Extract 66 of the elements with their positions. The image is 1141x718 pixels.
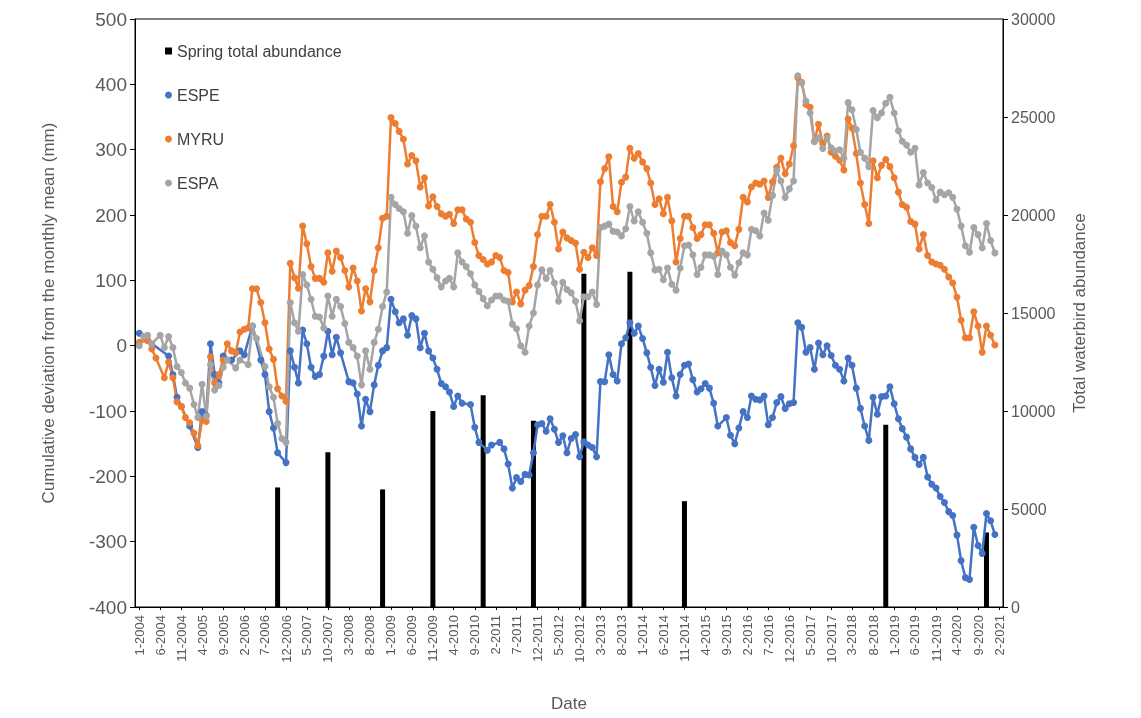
y-tick-label: -400 <box>88 596 127 618</box>
x-axis-title: Date <box>551 694 587 713</box>
x-tick-label: 10-2012 <box>572 615 588 663</box>
y-tick-label: 0 <box>116 335 127 357</box>
x-tick-label: 6-2014 <box>655 615 671 656</box>
y-tick-label: 200 <box>95 204 127 226</box>
y2-tick-label: 20000 <box>1011 206 1056 224</box>
x-tick-label: 4-2015 <box>697 615 713 656</box>
x-tick-label: 12-2016 <box>781 615 797 663</box>
x-tick-label: 9-2005 <box>215 615 231 656</box>
x-tick-label: 4-2005 <box>194 615 210 656</box>
y2-tick-label: 25000 <box>1011 108 1056 126</box>
x-tick-label: 2-2011 <box>488 615 504 655</box>
x-tick-label: 2-2021 <box>991 615 1007 656</box>
y2-axis-title: Total waterbird abundance <box>1070 213 1089 413</box>
y2-tick-label: 0 <box>1011 598 1020 616</box>
y2-tick-label: 5000 <box>1011 500 1047 518</box>
x-tick-label: 11-2019 <box>928 615 944 662</box>
x-tick-label: 3-2013 <box>592 615 608 656</box>
y-tick-label: -300 <box>88 531 127 553</box>
x-tick-label: 10-2017 <box>823 615 839 663</box>
x-tick-label: 1-2009 <box>383 615 399 656</box>
y-tick-label: 300 <box>95 139 127 161</box>
x-tick-label: 2-2016 <box>739 615 755 656</box>
x-tick-label: 11-2014 <box>676 615 692 662</box>
x-tick-label: 4-2010 <box>446 615 462 656</box>
y-tick-label: 100 <box>95 269 127 291</box>
y2-tick-label: 30000 <box>1011 10 1056 28</box>
x-tick-label: 1-2014 <box>635 615 651 656</box>
x-tick-label: 5-2012 <box>551 615 567 656</box>
x-tick-label: 5-2017 <box>802 615 818 656</box>
x-tick-label: 8-2018 <box>865 615 881 656</box>
x-tick-label: 3-2008 <box>341 615 357 656</box>
x-tick-label: 11-2004 <box>173 615 189 662</box>
y-tick-label: -200 <box>88 465 127 487</box>
legend-label: Spring total abundance <box>177 42 342 60</box>
y-tick-label: 400 <box>95 73 127 95</box>
legend-label: MYRU <box>177 130 225 148</box>
x-tick-label: 9-2020 <box>970 615 986 656</box>
y-tick-label: -100 <box>88 400 127 422</box>
x-tick-label: 10-2007 <box>320 615 336 663</box>
x-tick-label: 7-2006 <box>257 615 273 656</box>
x-tick-label: 8-2013 <box>613 615 629 656</box>
x-tick-label: 6-2019 <box>907 615 923 656</box>
x-tick-label: 7-2016 <box>760 615 776 656</box>
x-tick-label: 11-2009 <box>425 615 441 662</box>
x-tick-label: 9-2015 <box>718 615 734 656</box>
x-tick-label: 6-2004 <box>152 615 168 656</box>
x-tick-label: 3-2018 <box>844 615 860 656</box>
y2-tick-label: 10000 <box>1011 402 1056 420</box>
x-tick-label: 1-2019 <box>886 615 902 656</box>
x-tick-label: 6-2009 <box>404 615 420 656</box>
x-tick-label: 8-2008 <box>362 615 378 656</box>
x-tick-label: 5-2007 <box>299 615 315 656</box>
x-tick-label: 12-2006 <box>278 615 294 663</box>
x-tick-label: 2-2006 <box>236 615 252 656</box>
y2-tick-label: 15000 <box>1011 304 1056 322</box>
y-tick-label: 500 <box>95 8 127 30</box>
y-axis-title: Cumulative deviation from the monthly mean (mm) <box>39 122 58 504</box>
x-tick-label: 4-2020 <box>949 615 965 656</box>
legend-label: ESPE <box>177 86 220 104</box>
legend-label: ESPA <box>177 174 219 192</box>
x-tick-label: 1-2004 <box>131 615 147 656</box>
x-tick-label: 7-2011 <box>509 615 525 655</box>
x-tick-label: 12-2011 <box>530 615 546 662</box>
x-tick-label: 9-2010 <box>467 615 483 656</box>
